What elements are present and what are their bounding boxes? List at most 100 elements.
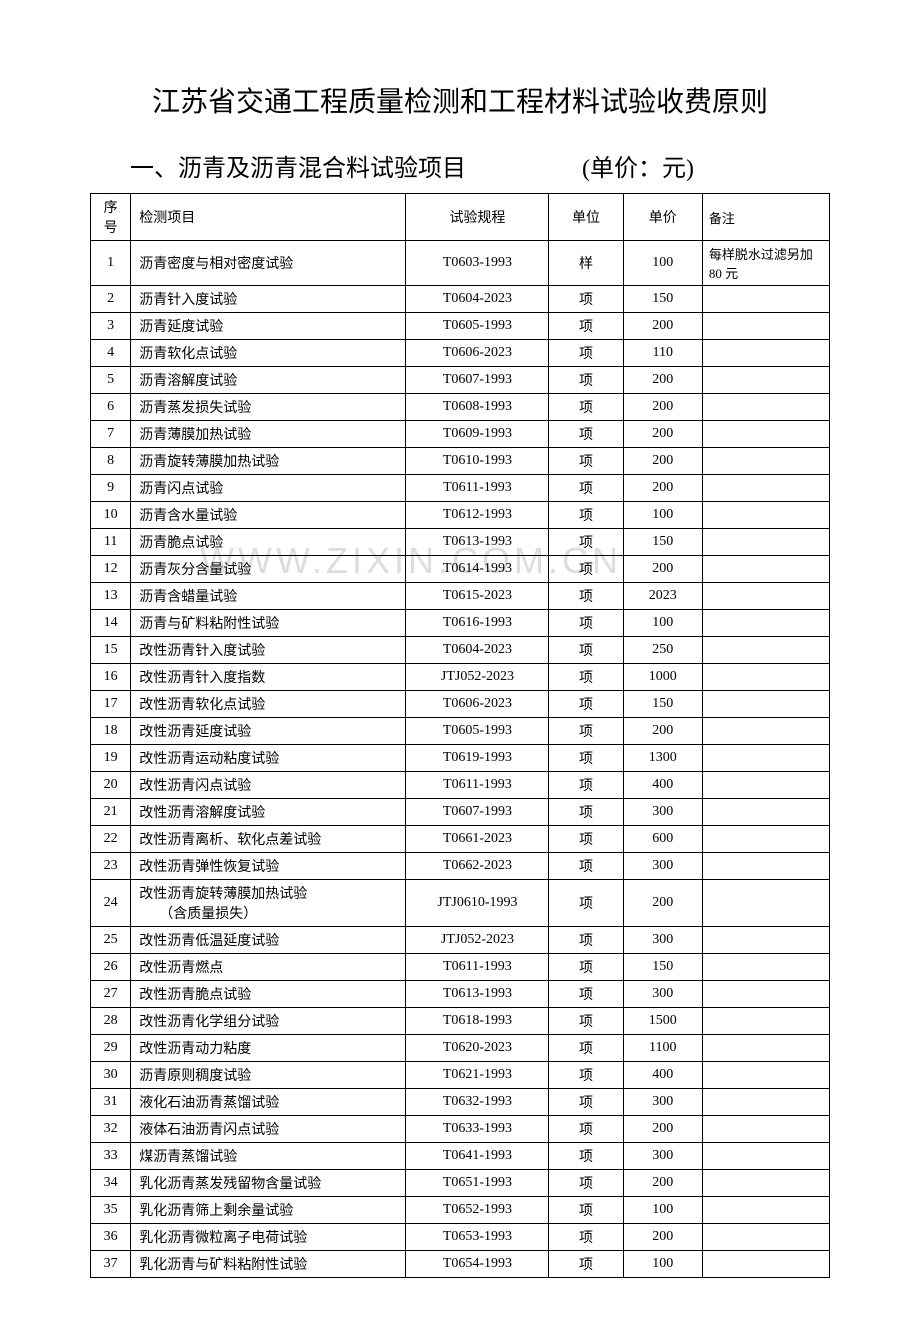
cell-price: 200	[623, 313, 702, 340]
table-row: 26改性沥青燃点T0611-1993项150	[91, 954, 830, 981]
cell-unit: 项	[549, 1143, 623, 1170]
cell-remark	[702, 1170, 829, 1197]
header-spec: 试验规程	[406, 194, 549, 241]
cell-price: 1100	[623, 1035, 702, 1062]
cell-remark	[702, 421, 829, 448]
section-title: 一、沥青及沥青混合料试验项目	[130, 156, 466, 182]
table-row: 9沥青闪点试验T0611-1993项200	[91, 475, 830, 502]
cell-price: 600	[623, 826, 702, 853]
cell-name: 改性沥青化学组分试验	[131, 1008, 406, 1035]
cell-name: 改性沥青溶解度试验	[131, 799, 406, 826]
cell-name: 沥青密度与相对密度试验	[131, 241, 406, 286]
cell-seq: 32	[91, 1116, 131, 1143]
cell-seq: 25	[91, 927, 131, 954]
cell-name: 改性沥青离析、软化点差试验	[131, 826, 406, 853]
cell-unit: 项	[549, 880, 623, 927]
cell-unit: 项	[549, 367, 623, 394]
cell-remark	[702, 1035, 829, 1062]
cell-spec: T0610-1993	[406, 448, 549, 475]
cell-price: 200	[623, 421, 702, 448]
cell-price: 250	[623, 637, 702, 664]
cell-seq: 36	[91, 1224, 131, 1251]
cell-unit: 项	[549, 1224, 623, 1251]
cell-name: 改性沥青闪点试验	[131, 772, 406, 799]
cell-name: 改性沥青针入度指数	[131, 664, 406, 691]
cell-spec: T0613-1993	[406, 981, 549, 1008]
cell-remark	[702, 583, 829, 610]
table-row: 19改性沥青运动粘度试验T0619-1993项1300	[91, 745, 830, 772]
pricing-table: 序号 检测项目 试验规程 单位 单价 备注 1沥青密度与相对密度试验T0603-…	[90, 193, 830, 1278]
cell-spec: T0614-1993	[406, 556, 549, 583]
cell-unit: 项	[549, 981, 623, 1008]
cell-seq: 10	[91, 502, 131, 529]
cell-spec: T0606-2023	[406, 340, 549, 367]
table-row: 22改性沥青离析、软化点差试验T0661-2023项600	[91, 826, 830, 853]
cell-name: 改性沥青燃点	[131, 954, 406, 981]
cell-name: 沥青脆点试验	[131, 529, 406, 556]
cell-unit: 项	[549, 772, 623, 799]
header-unit: 单位	[549, 194, 623, 241]
cell-seq: 16	[91, 664, 131, 691]
cell-remark	[702, 1251, 829, 1278]
table-row: 18改性沥青延度试验T0605-1993项200	[91, 718, 830, 745]
cell-unit: 项	[549, 799, 623, 826]
cell-price: 200	[623, 1224, 702, 1251]
cell-spec: T0661-2023	[406, 826, 549, 853]
cell-remark	[702, 610, 829, 637]
cell-name: 乳化沥青筛上剩余量试验	[131, 1197, 406, 1224]
cell-price: 200	[623, 394, 702, 421]
cell-unit: 项	[549, 826, 623, 853]
document-content: 江苏省交通工程质量检测和工程材料试验收费原则 一、沥青及沥青混合料试验项目 (单…	[90, 80, 830, 1278]
cell-price: 300	[623, 981, 702, 1008]
cell-price: 100	[623, 502, 702, 529]
cell-unit: 项	[549, 502, 623, 529]
cell-unit: 项	[549, 1089, 623, 1116]
cell-price: 1500	[623, 1008, 702, 1035]
cell-price: 300	[623, 799, 702, 826]
cell-price: 100	[623, 610, 702, 637]
cell-remark	[702, 1224, 829, 1251]
cell-remark	[702, 927, 829, 954]
cell-seq: 26	[91, 954, 131, 981]
cell-remark	[702, 1089, 829, 1116]
table-row: 4沥青软化点试验T0606-2023项110	[91, 340, 830, 367]
cell-spec: T0633-1993	[406, 1116, 549, 1143]
cell-price: 200	[623, 880, 702, 927]
cell-unit: 项	[549, 853, 623, 880]
cell-seq: 6	[91, 394, 131, 421]
cell-spec: T0653-1993	[406, 1224, 549, 1251]
cell-seq: 15	[91, 637, 131, 664]
cell-spec: T0606-2023	[406, 691, 549, 718]
cell-remark	[702, 313, 829, 340]
cell-price: 2023	[623, 583, 702, 610]
cell-seq: 33	[91, 1143, 131, 1170]
table-row: 21改性沥青溶解度试验T0607-1993项300	[91, 799, 830, 826]
cell-spec: T0607-1993	[406, 799, 549, 826]
cell-spec: T0612-1993	[406, 502, 549, 529]
cell-remark: 每样脱水过滤另加 80 元	[702, 241, 829, 286]
cell-name: 改性沥青脆点试验	[131, 981, 406, 1008]
cell-price: 300	[623, 1089, 702, 1116]
cell-price: 200	[623, 718, 702, 745]
header-remark: 备注	[702, 194, 829, 241]
cell-price: 100	[623, 1197, 702, 1224]
header-price: 单价	[623, 194, 702, 241]
cell-spec: T0603-1993	[406, 241, 549, 286]
cell-unit: 项	[549, 954, 623, 981]
cell-name: 沥青旋转薄膜加热试验	[131, 448, 406, 475]
table-row: 16改性沥青针入度指数JTJ052-2023项1000	[91, 664, 830, 691]
cell-remark	[702, 981, 829, 1008]
cell-unit: 项	[549, 583, 623, 610]
table-row: 31液化石油沥青蒸馏试验T0632-1993项300	[91, 1089, 830, 1116]
cell-seq: 2	[91, 286, 131, 313]
cell-remark	[702, 637, 829, 664]
cell-spec: T0607-1993	[406, 367, 549, 394]
cell-spec: T0605-1993	[406, 718, 549, 745]
cell-price: 300	[623, 927, 702, 954]
cell-spec: T0619-1993	[406, 745, 549, 772]
cell-price: 400	[623, 772, 702, 799]
cell-unit: 项	[549, 1116, 623, 1143]
cell-name: 乳化沥青微粒离子电荷试验	[131, 1224, 406, 1251]
cell-unit: 项	[549, 286, 623, 313]
cell-remark	[702, 1062, 829, 1089]
